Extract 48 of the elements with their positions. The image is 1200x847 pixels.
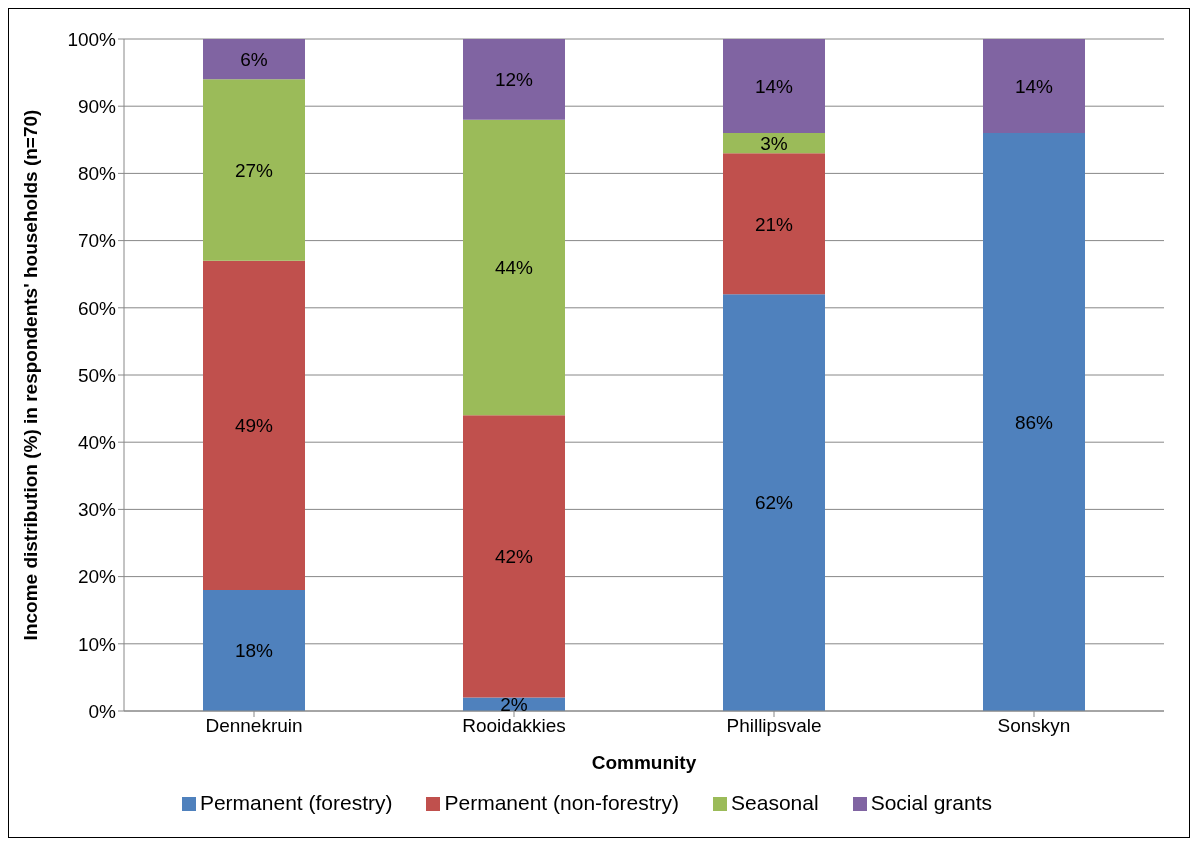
y-tick-label: 80%	[77, 163, 117, 185]
x-axis-title: Community	[591, 752, 697, 773]
x-tick-label: Sonskyn	[997, 715, 1071, 737]
bar	[983, 39, 1085, 134]
data-label: 6%	[240, 48, 268, 70]
y-tick-label: 90%	[77, 95, 117, 117]
y-tick-label: 60%	[77, 297, 117, 319]
y-tick-label: 30%	[77, 499, 117, 521]
y-tick-label: 70%	[77, 230, 117, 252]
data-label: 2%	[500, 694, 528, 716]
bar	[723, 133, 825, 154]
x-tick-label: Phillipsvale	[726, 715, 822, 737]
data-label: 14%	[754, 75, 794, 97]
bar	[723, 39, 825, 134]
data-label: 42%	[494, 546, 534, 568]
bar	[203, 590, 305, 711]
bar	[723, 294, 825, 711]
x-tick-label: Dennekruin	[205, 715, 303, 737]
bar	[203, 39, 305, 80]
data-label: 62%	[754, 492, 794, 514]
legend-label: Permanent (non-forestry)	[444, 791, 680, 814]
data-label: 3%	[760, 132, 788, 154]
data-label: 27%	[234, 159, 274, 181]
data-label: 18%	[234, 640, 274, 662]
y-tick-label: 10%	[77, 633, 117, 655]
bar	[983, 133, 1085, 711]
data-label: 12%	[494, 69, 534, 91]
y-tick-label: 20%	[77, 566, 117, 588]
x-tick-label: Rooidakkies	[462, 715, 566, 737]
data-label: 86%	[1014, 411, 1054, 433]
bar	[203, 260, 305, 591]
bar	[463, 39, 565, 120]
y-axis-title: Income distribution (%) in respondents' households (n=70)	[19, 109, 41, 641]
data-label: 44%	[494, 257, 534, 279]
bar	[463, 415, 565, 698]
bar	[723, 153, 825, 295]
y-tick-label: 0%	[88, 700, 117, 722]
data-label: 21%	[754, 213, 794, 235]
y-tick-label: 40%	[77, 431, 117, 453]
bar	[463, 119, 565, 416]
legend-label: Seasonal	[731, 791, 819, 814]
legend-label: Social grants	[870, 791, 993, 814]
data-label: 14%	[1014, 75, 1054, 97]
y-tick-label: 100%	[67, 28, 117, 50]
y-tick-label: 50%	[77, 364, 117, 386]
data-label: 49%	[234, 415, 274, 437]
bar	[203, 79, 305, 261]
legend-label: Permanent (forestry)	[199, 791, 393, 814]
